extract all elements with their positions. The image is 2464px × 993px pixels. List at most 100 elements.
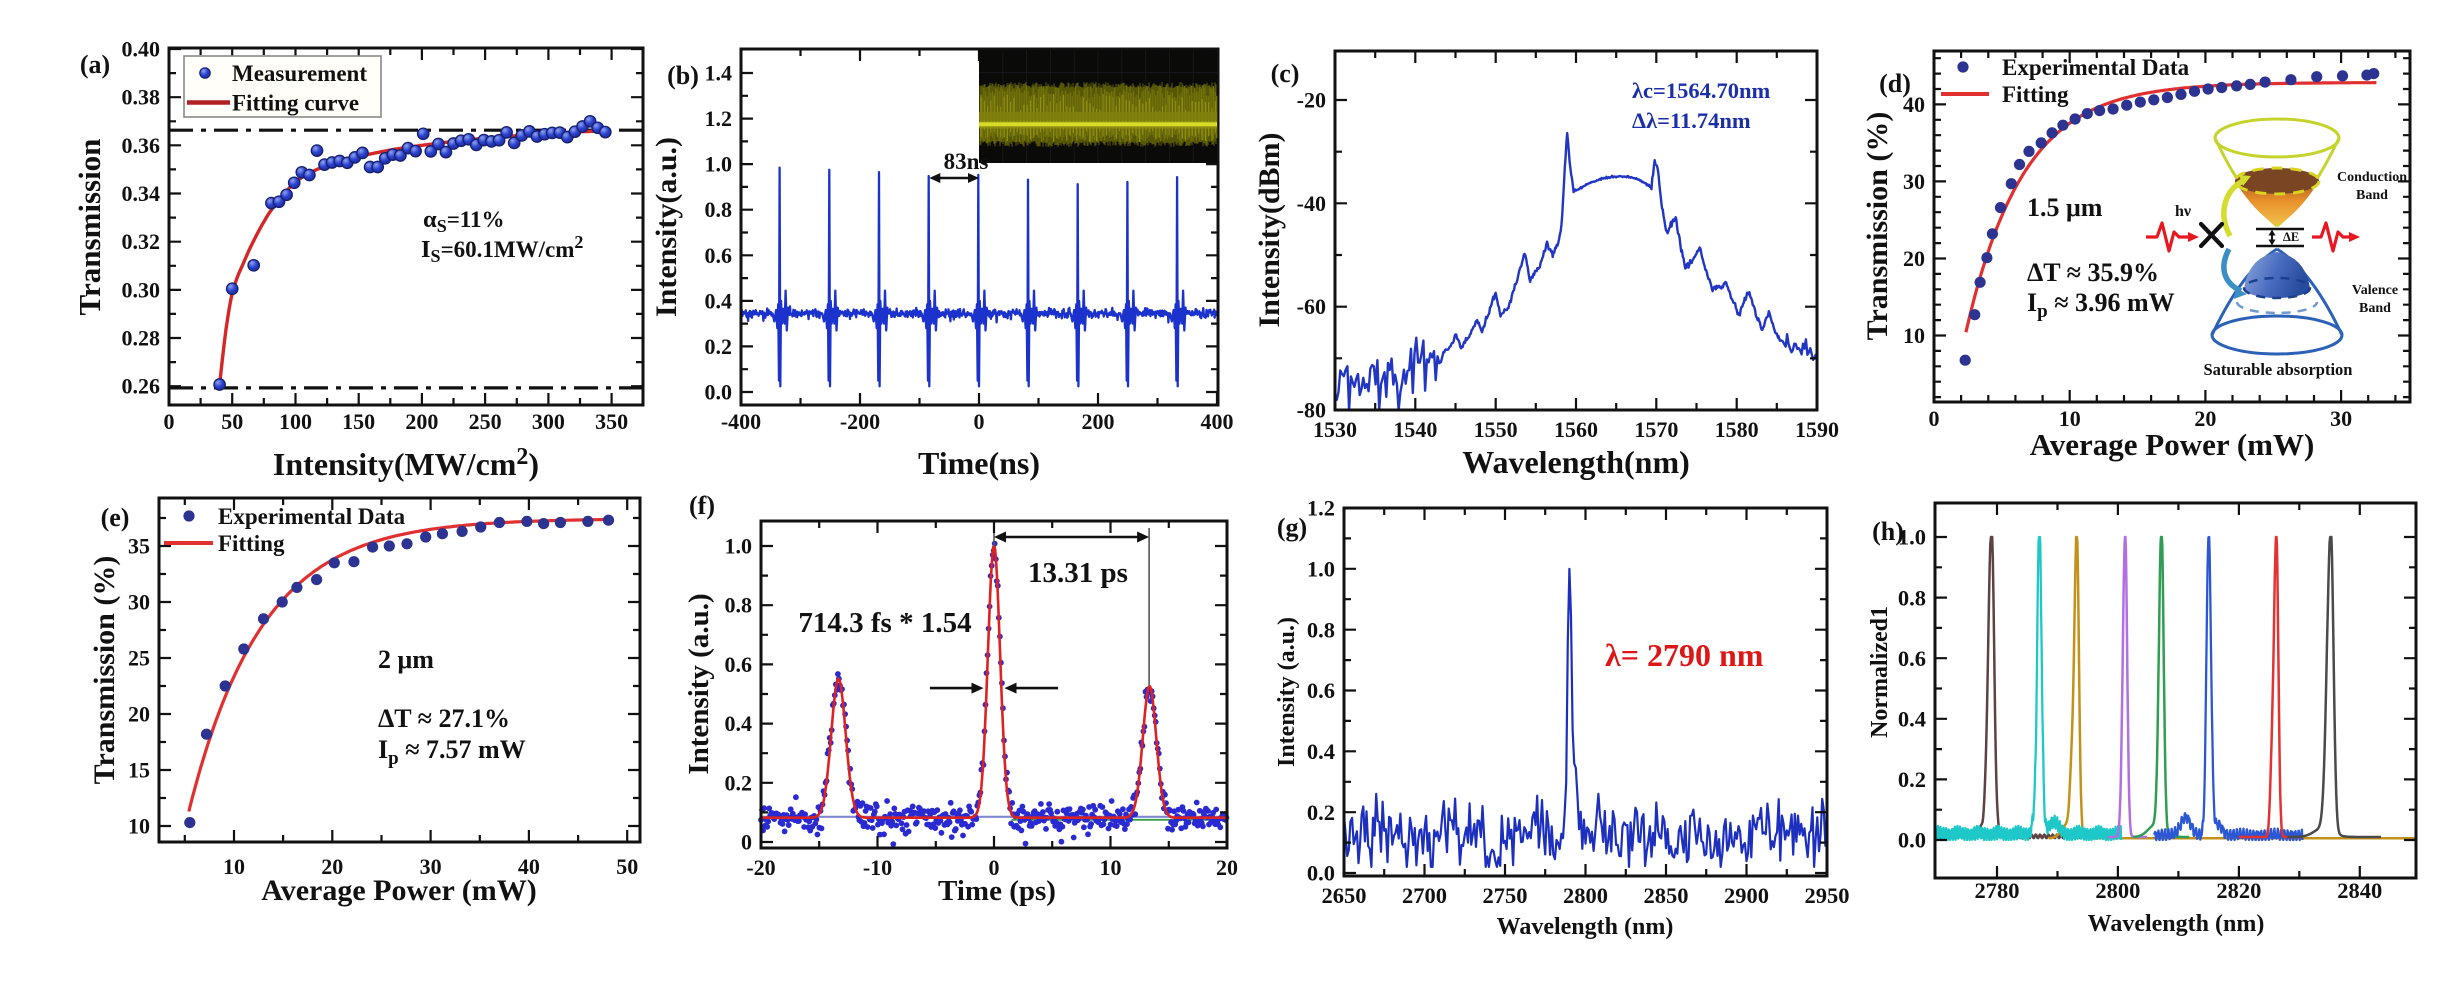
svg-text:1560: 1560 <box>1554 417 1598 442</box>
svg-text:20: 20 <box>2194 406 2216 431</box>
svg-text:Intensity (a.u.): Intensity (a.u.) <box>683 593 715 774</box>
svg-text:Time (ps): Time (ps) <box>938 875 1056 907</box>
svg-text:2700: 2700 <box>1402 883 1447 908</box>
svg-text:0.0: 0.0 <box>1898 828 1926 853</box>
svg-text:0.8: 0.8 <box>1307 617 1335 642</box>
svg-text:2820: 2820 <box>2216 878 2261 903</box>
svg-text:ΔE: ΔE <box>2283 230 2299 244</box>
svg-text:40: 40 <box>1903 92 1925 117</box>
svg-text:0.2: 0.2 <box>725 770 753 795</box>
svg-text:400: 400 <box>1201 409 1234 434</box>
svg-text:Intensity(a.u.): Intensity(a.u.) <box>650 137 683 317</box>
svg-text:0.8: 0.8 <box>725 593 753 618</box>
svg-text:30: 30 <box>1903 169 1925 194</box>
svg-text:Transmission (%): Transmission (%) <box>1861 112 1894 341</box>
svg-text:150: 150 <box>342 409 375 434</box>
svg-text:1.5 μm: 1.5 μm <box>2027 193 2103 222</box>
svg-text:2650: 2650 <box>1322 883 1367 908</box>
svg-text:hν: hν <box>2175 203 2191 220</box>
svg-text:Average Power (mW): Average Power (mW) <box>261 874 536 907</box>
svg-text:1540: 1540 <box>1393 417 1437 442</box>
svg-text:0.6: 0.6 <box>705 243 733 268</box>
svg-text:20: 20 <box>1903 246 1925 271</box>
svg-text:1.2: 1.2 <box>1307 496 1335 521</box>
svg-text:0.28: 0.28 <box>122 326 161 351</box>
svg-text:(f): (f) <box>689 491 715 520</box>
svg-text:10: 10 <box>2059 406 2081 431</box>
svg-text:250: 250 <box>469 409 502 434</box>
svg-text:Experimental Data: Experimental Data <box>218 504 406 529</box>
svg-text:0.0: 0.0 <box>1307 861 1335 886</box>
svg-text:1530: 1530 <box>1313 417 1357 442</box>
svg-text:1.0: 1.0 <box>725 533 753 558</box>
svg-text:40: 40 <box>518 854 540 879</box>
svg-text:0.8: 0.8 <box>705 197 733 222</box>
svg-text:2 μm: 2 μm <box>378 645 434 674</box>
svg-text:Transmission: Transmission <box>72 139 107 316</box>
svg-text:0.0: 0.0 <box>705 379 733 404</box>
svg-text:-40: -40 <box>1297 191 1326 216</box>
svg-text:Intensity (a.u.): Intensity (a.u.) <box>1274 617 1300 767</box>
svg-text:0.34: 0.34 <box>122 181 161 206</box>
svg-text:0.30: 0.30 <box>122 277 161 302</box>
svg-text:Intensity(MW/cm2): Intensity(MW/cm2) <box>273 444 539 482</box>
svg-text:ΔT ≈ 35.9%: ΔT ≈ 35.9% <box>2027 258 2159 287</box>
svg-text:2850: 2850 <box>1644 883 1689 908</box>
svg-text:1.2: 1.2 <box>705 106 733 131</box>
svg-text:Normalized1: Normalized1 <box>1867 606 1893 738</box>
svg-text:-20: -20 <box>746 855 775 880</box>
svg-text:-400: -400 <box>721 409 761 434</box>
svg-text:10: 10 <box>128 813 150 838</box>
svg-text:1.0: 1.0 <box>1898 525 1926 550</box>
svg-text:0: 0 <box>989 855 1000 880</box>
svg-text:100: 100 <box>279 409 312 434</box>
svg-text:0.36: 0.36 <box>122 133 161 158</box>
svg-text:10: 10 <box>1100 855 1122 880</box>
svg-text:(c): (c) <box>1271 59 1300 88</box>
svg-text:20: 20 <box>1216 855 1238 880</box>
svg-text:2800: 2800 <box>2095 878 2140 903</box>
svg-text:-80: -80 <box>1297 397 1326 422</box>
svg-text:25: 25 <box>128 645 150 670</box>
svg-text:50: 50 <box>221 409 243 434</box>
svg-text:(d): (d) <box>1879 69 1911 98</box>
svg-text:Fitting: Fitting <box>2002 82 2069 107</box>
svg-text:Fitting: Fitting <box>218 531 285 556</box>
svg-text:10: 10 <box>223 854 245 879</box>
svg-text:Experimental Data: Experimental Data <box>2002 55 2190 80</box>
svg-text:(a): (a) <box>80 50 110 79</box>
svg-text:(g): (g) <box>1277 513 1307 542</box>
svg-text:0.6: 0.6 <box>1898 646 1926 671</box>
svg-text:1550: 1550 <box>1474 417 1518 442</box>
svg-text:Ip ≈ 7.57 mW: Ip ≈ 7.57 mW <box>378 735 526 769</box>
svg-text:2840: 2840 <box>2337 878 2382 903</box>
svg-text:1.0: 1.0 <box>705 152 733 177</box>
svg-text:-20: -20 <box>1297 87 1326 112</box>
svg-text:0: 0 <box>1929 406 1940 431</box>
svg-text:0.4: 0.4 <box>725 711 753 736</box>
svg-text:0.4: 0.4 <box>1898 706 1926 731</box>
svg-text:20: 20 <box>128 701 150 726</box>
svg-text:0.2: 0.2 <box>1307 800 1335 825</box>
svg-text:Measurement: Measurement <box>232 61 367 86</box>
svg-text:0: 0 <box>164 409 175 434</box>
svg-text:1570: 1570 <box>1634 417 1678 442</box>
svg-text:10: 10 <box>1903 323 1925 348</box>
svg-text:-10: -10 <box>863 855 892 880</box>
svg-text:35: 35 <box>128 533 150 558</box>
svg-text:20: 20 <box>321 854 343 879</box>
svg-text:Band: Band <box>2359 301 2391 316</box>
svg-text:Time(ns): Time(ns) <box>918 445 1040 481</box>
svg-text:30: 30 <box>2330 406 2352 431</box>
svg-text:1590: 1590 <box>1795 417 1839 442</box>
svg-text:2780: 2780 <box>1975 878 2020 903</box>
svg-text:350: 350 <box>595 409 628 434</box>
svg-text:30: 30 <box>128 589 150 614</box>
svg-text:300: 300 <box>532 409 565 434</box>
svg-text:0.26: 0.26 <box>122 374 161 399</box>
svg-text:2750: 2750 <box>1483 883 1528 908</box>
svg-text:1580: 1580 <box>1715 417 1759 442</box>
svg-text:15: 15 <box>128 757 150 782</box>
svg-text:0.4: 0.4 <box>705 288 733 313</box>
svg-text:Valence: Valence <box>2352 283 2398 298</box>
